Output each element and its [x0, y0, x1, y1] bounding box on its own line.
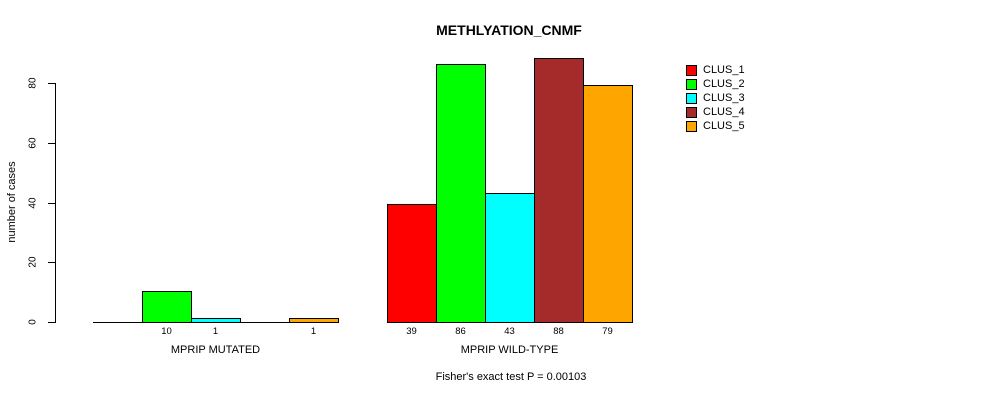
legend-item-clus-1: CLUS_1 — [686, 63, 745, 77]
y-axis-tick — [48, 322, 55, 323]
y-axis-tick-label: 80 — [27, 77, 39, 89]
bar-clus-2-mprip-wild-type — [436, 64, 486, 323]
legend: CLUS_1 CLUS_2 CLUS_3 CLUS_4 CLUS_5 — [686, 63, 745, 133]
x-category-label-mprip-wild-type: MPRIP WILD-TYPE — [460, 344, 559, 356]
y-axis-tick — [48, 262, 55, 263]
bar-value-label: 86 — [455, 326, 466, 337]
legend-color-swatch — [686, 120, 697, 132]
legend-color-swatch — [686, 106, 697, 118]
legend-item-label: CLUS_5 — [703, 120, 745, 132]
y-axis-tick — [48, 203, 55, 204]
y-axis-tick-label: 20 — [27, 256, 39, 268]
bar-value-label: 79 — [602, 326, 613, 337]
legend-item-clus-4: CLUS_4 — [686, 105, 745, 119]
bar-clus-2-mprip-mutated — [142, 291, 192, 323]
fisher-test-annotation: Fisher's exact test P = 0.00103 — [435, 371, 587, 383]
legend-item-clus-5: CLUS_5 — [686, 119, 745, 133]
legend-item-label: CLUS_3 — [703, 92, 745, 104]
bar-value-label: 43 — [504, 326, 515, 337]
bar-clus-1-mprip-wild-type — [387, 204, 437, 323]
legend-item-clus-3: CLUS_3 — [686, 91, 745, 105]
bar-clus-5-mprip-mutated — [289, 318, 339, 323]
x-category-label-mprip-mutated: MPRIP MUTATED — [170, 344, 261, 356]
bar-clus-1-mprip-mutated — [93, 322, 143, 323]
legend-item-label: CLUS_1 — [703, 64, 745, 76]
bar-value-label: 10 — [161, 326, 172, 337]
bar-value-label: 39 — [406, 326, 417, 337]
legend-color-swatch — [686, 92, 697, 104]
y-axis-tick-label: 60 — [27, 137, 39, 149]
y-axis-tick — [48, 83, 55, 84]
bar-clus-4-mprip-mutated — [240, 322, 290, 323]
bar-clus-4-mprip-wild-type — [534, 58, 584, 323]
legend-item-clus-2: CLUS_2 — [686, 77, 745, 91]
legend-color-swatch — [686, 78, 697, 90]
chart-title: METHLYATION_CNMF — [436, 22, 582, 38]
bar-value-label: 88 — [553, 326, 564, 337]
bar-clus-5-mprip-wild-type — [583, 85, 633, 323]
bar-clus-3-mprip-mutated — [191, 318, 241, 323]
bar-clus-3-mprip-wild-type — [485, 193, 535, 323]
y-axis-label: number of cases — [6, 161, 18, 243]
y-axis-line — [55, 83, 56, 323]
legend-color-swatch — [686, 64, 697, 76]
y-axis-tick — [48, 143, 55, 144]
legend-item-label: CLUS_2 — [703, 78, 745, 90]
y-axis-tick-label: 0 — [27, 319, 39, 325]
bar-value-label: 1 — [310, 326, 317, 337]
legend-item-label: CLUS_4 — [703, 106, 745, 118]
bar-value-label: 1 — [212, 326, 219, 337]
y-axis-tick-label: 40 — [27, 197, 39, 209]
